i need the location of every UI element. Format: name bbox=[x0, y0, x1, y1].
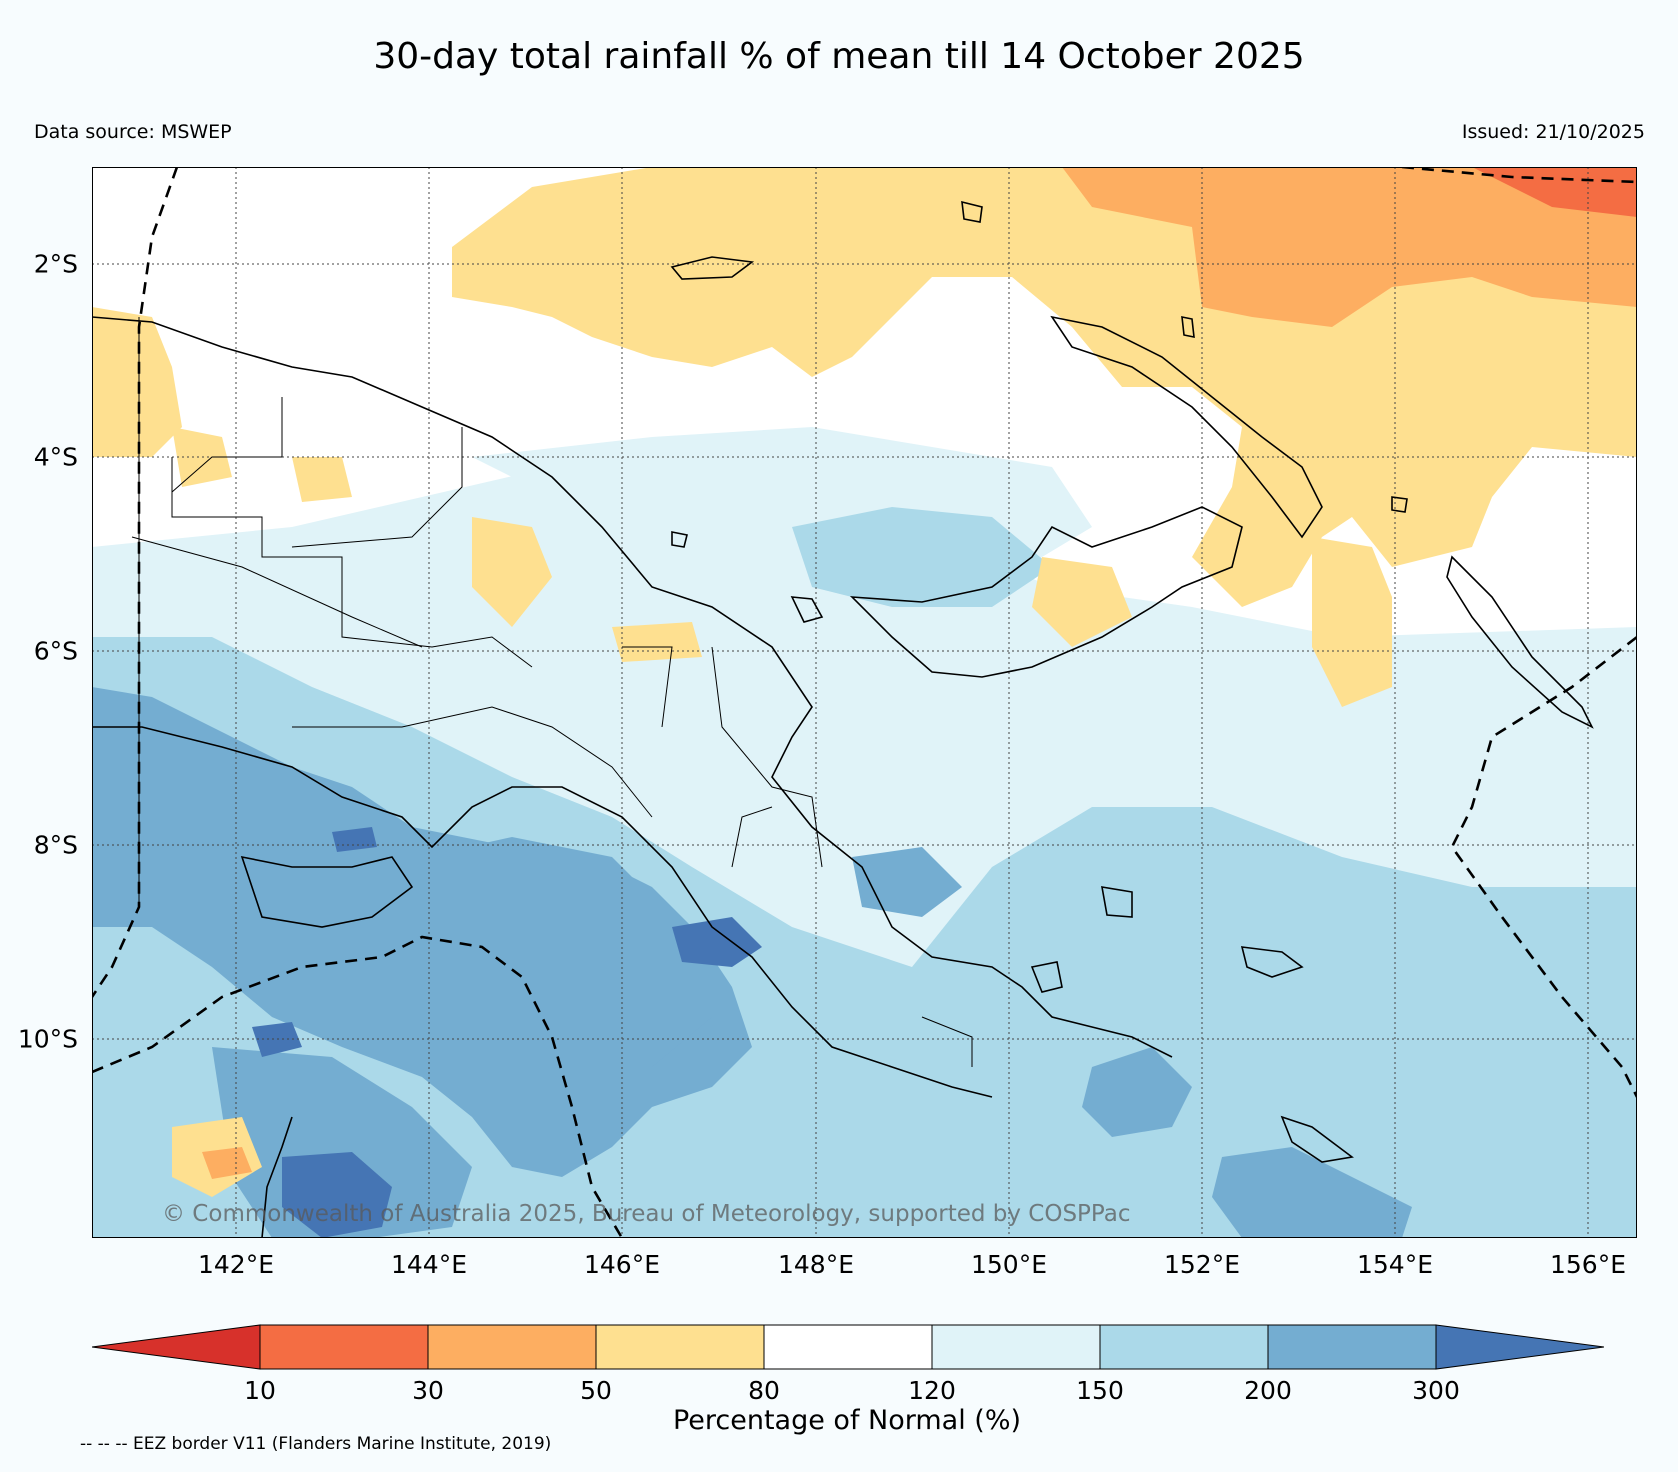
colorbar-30-50 bbox=[427, 1324, 597, 1370]
band-30-50 bbox=[1062, 167, 1637, 327]
data-source: Data source: MSWEP bbox=[34, 121, 232, 143]
colorbar-80-120 bbox=[763, 1324, 933, 1370]
lon-label-144e: 144°E bbox=[390, 1250, 468, 1279]
band-10-30 bbox=[1472, 167, 1637, 217]
band-50-80 bbox=[92, 307, 182, 457]
eez-border bbox=[92, 167, 1637, 1238]
band-50-80 bbox=[292, 457, 352, 502]
gridlines bbox=[92, 167, 1637, 1238]
lon-label-146e: 146°E bbox=[583, 1250, 661, 1279]
lon-label-152e: 152°E bbox=[1163, 1250, 1241, 1279]
colorbar-120-150 bbox=[931, 1324, 1101, 1370]
eez-note: -- -- -- EEZ border V11 (Flanders Marine… bbox=[80, 1434, 552, 1454]
lon-label-150e: 150°E bbox=[970, 1250, 1048, 1279]
lat-label-10s: 10°S bbox=[17, 1024, 78, 1054]
colorbar-label-200: 200 bbox=[1244, 1376, 1292, 1405]
map-title: 30-day total rainfall % of mean till 14 … bbox=[373, 36, 1305, 77]
issued-date: Issued: 21/10/2025 bbox=[1461, 121, 1645, 143]
band-50-80 bbox=[1032, 557, 1132, 647]
copyright-watermark: © Commonwealth of Australia 2025, Bureau… bbox=[162, 1201, 1131, 1227]
lat-label-2s: 2°S bbox=[33, 249, 78, 279]
colorbar-10-30 bbox=[259, 1324, 429, 1370]
band-200-300 bbox=[92, 687, 752, 1177]
lon-label-148e: 148°E bbox=[777, 1250, 855, 1279]
colorbar-50-80 bbox=[595, 1324, 765, 1370]
band-30-50 bbox=[202, 1147, 252, 1179]
colorbar-label-10: 10 bbox=[244, 1376, 276, 1405]
band-150-200 bbox=[792, 507, 1052, 607]
band-50-80 bbox=[1312, 537, 1392, 707]
rainfall-map bbox=[92, 167, 1637, 1238]
colorbar-lt10 bbox=[91, 1324, 261, 1370]
lon-label-156e: 156°E bbox=[1549, 1250, 1627, 1279]
band-50-80 bbox=[612, 622, 702, 662]
band-gt300 bbox=[672, 917, 762, 967]
lon-label-142e: 142°E bbox=[197, 1250, 275, 1279]
colorbar-label-300: 300 bbox=[1412, 1376, 1460, 1405]
colorbar-label-30: 30 bbox=[412, 1376, 444, 1405]
coastlines bbox=[92, 200, 1594, 1238]
band-gt300 bbox=[332, 827, 377, 852]
band-200-300 bbox=[1082, 1047, 1192, 1137]
band-gt300 bbox=[282, 1152, 392, 1238]
colorbar-label-80: 80 bbox=[748, 1376, 780, 1405]
band-200-300 bbox=[212, 1047, 472, 1238]
colorbar-gt300 bbox=[1435, 1324, 1605, 1370]
lat-label-8s: 8°S bbox=[33, 830, 78, 860]
colorbar-label-120: 120 bbox=[908, 1376, 956, 1405]
band-50-80 bbox=[472, 517, 552, 627]
colorbar bbox=[91, 1324, 1605, 1374]
lat-label-6s: 6°S bbox=[33, 636, 78, 666]
lat-label-4s: 4°S bbox=[33, 442, 78, 472]
colorbar-title: Percentage of Normal (%) bbox=[672, 1405, 1022, 1436]
colorbar-label-50: 50 bbox=[580, 1376, 612, 1405]
band-200-300 bbox=[422, 837, 712, 1067]
colorbar-200-300 bbox=[1267, 1324, 1437, 1370]
colorbar-150-200 bbox=[1099, 1324, 1269, 1370]
lon-label-154e: 154°E bbox=[1356, 1250, 1434, 1279]
colorbar-label-150: 150 bbox=[1076, 1376, 1124, 1405]
band-200-300 bbox=[852, 847, 962, 917]
band-200-300 bbox=[1212, 1147, 1412, 1238]
